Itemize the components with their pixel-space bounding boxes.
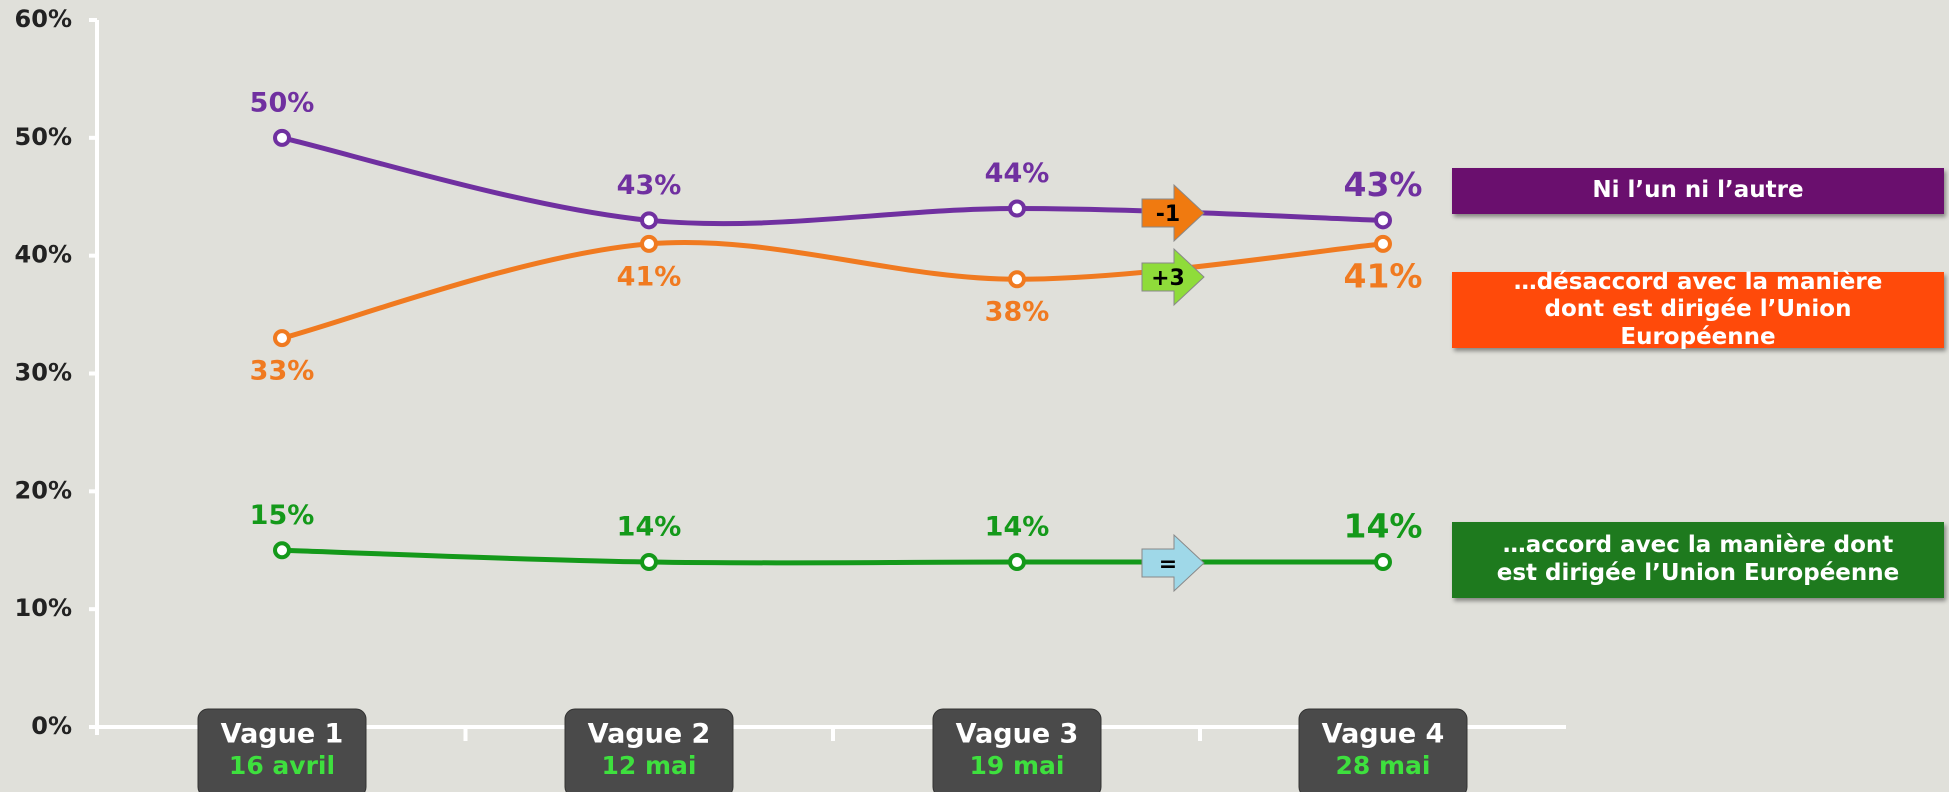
point bbox=[640, 553, 658, 572]
arrow-shape bbox=[1141, 247, 1205, 307]
point bbox=[273, 128, 291, 147]
legend-entry: Ni l’un ni l’autre bbox=[1452, 168, 1944, 214]
category-bg bbox=[197, 708, 367, 792]
line bbox=[281, 239, 1384, 341]
category-bg bbox=[1298, 708, 1468, 792]
data-label: 33% bbox=[250, 356, 315, 387]
data-label: 41% bbox=[1344, 256, 1423, 295]
data-label: 14% bbox=[617, 512, 682, 543]
data-label: 15% bbox=[250, 500, 315, 531]
change-label: = bbox=[1159, 552, 1177, 577]
change-label: +3 bbox=[1151, 266, 1185, 291]
point bbox=[1008, 270, 1026, 289]
x-tick-label: Vague 1 bbox=[221, 719, 344, 750]
x-tick-date: 28 mai bbox=[1336, 751, 1431, 780]
point bbox=[640, 211, 658, 230]
point bbox=[640, 234, 658, 253]
point bbox=[1374, 234, 1392, 253]
x-tick-label: Vague 2 bbox=[588, 719, 711, 750]
category-box: Vague 116 avril bbox=[197, 708, 367, 792]
change-arrow: = bbox=[1141, 533, 1205, 593]
x-tick-label: Vague 3 bbox=[956, 719, 1079, 750]
category-bg bbox=[564, 708, 734, 792]
y-tick-label: 20% bbox=[15, 476, 72, 504]
data-label: 14% bbox=[1344, 507, 1423, 546]
category-bg bbox=[932, 708, 1102, 792]
legend-entry: …désaccord avec la manière dont est diri… bbox=[1452, 269, 1944, 350]
change-arrow: -1 bbox=[1141, 183, 1205, 243]
point bbox=[1008, 553, 1026, 572]
point bbox=[273, 329, 291, 348]
data-label: 38% bbox=[985, 297, 1050, 328]
point bbox=[273, 541, 291, 560]
x-tick-date: 16 avril bbox=[229, 751, 335, 780]
data-label: 43% bbox=[617, 170, 682, 201]
category-box: Vague 428 mai bbox=[1298, 708, 1468, 792]
y-tick-label: 0% bbox=[31, 712, 72, 740]
data-label: 44% bbox=[985, 158, 1050, 189]
arrow-shape bbox=[1141, 183, 1205, 243]
x-tick-date: 12 mai bbox=[602, 751, 697, 780]
point bbox=[1008, 199, 1026, 218]
data-label: 14% bbox=[985, 512, 1050, 543]
x-tick-date: 19 mai bbox=[970, 751, 1065, 780]
category-box: Vague 212 mai bbox=[564, 708, 734, 792]
line bbox=[281, 547, 1383, 566]
data-label: 41% bbox=[617, 261, 682, 292]
arrow-shape bbox=[1141, 533, 1205, 593]
change-arrow: +3 bbox=[1141, 247, 1205, 307]
category-box: Vague 319 mai bbox=[932, 708, 1102, 792]
y-tick-label: 10% bbox=[15, 594, 72, 622]
point bbox=[1374, 553, 1392, 572]
data-label: 43% bbox=[1344, 165, 1423, 204]
y-tick-label: 40% bbox=[15, 241, 72, 269]
point bbox=[1374, 211, 1392, 230]
change-label: -1 bbox=[1156, 202, 1180, 227]
legend-entry: …accord avec la manière dont est dirigée… bbox=[1452, 522, 1944, 598]
line bbox=[281, 135, 1384, 227]
data-label: 50% bbox=[250, 87, 315, 118]
y-tick-label: 60% bbox=[15, 5, 72, 33]
y-tick-label: 30% bbox=[15, 359, 72, 387]
x-tick-label: Vague 4 bbox=[1322, 719, 1445, 750]
y-tick-label: 50% bbox=[15, 123, 72, 151]
